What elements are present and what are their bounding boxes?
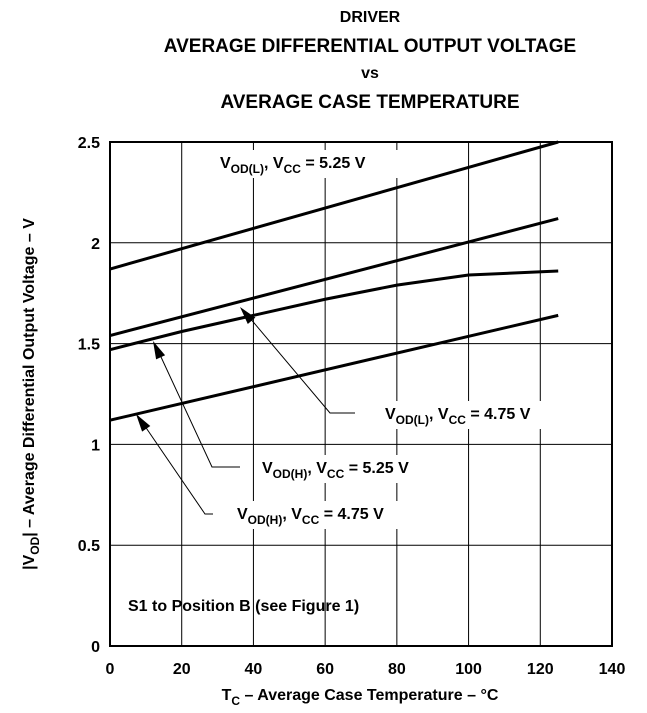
label-part: = 4.75 V [466,406,531,423]
x-tick-label: 40 [245,661,263,678]
x-tick-label: 60 [316,661,334,678]
label-part: CC [302,513,320,527]
label-part: , V [307,460,327,477]
label-part: C [231,694,240,708]
x-tick-label: 0 [106,661,115,678]
annotation: S1 to Position B (see Figure 1) [128,598,359,615]
label-part: OD(L) [396,413,429,427]
label-part: V [237,506,248,523]
arrowhead [153,341,166,360]
series-label: VOD(L), VCC = 4.75 V [385,406,531,427]
y-tick-label: 2.5 [78,135,100,152]
label-part: = 5.25 V [301,155,366,172]
label-part: CC [449,413,467,427]
x-tick-label: 120 [527,661,554,678]
label-background [381,401,575,429]
title-line: DRIVER [340,9,401,26]
title: DRIVER AVERAGE DIFFERENTIAL OUTPUT VOLTA… [164,9,576,113]
label-part: , V [282,506,302,523]
lines [109,140,559,422]
series-line [109,140,559,271]
x-tick-label: 140 [599,661,626,678]
plot-frame [109,141,613,647]
label-part: V [385,406,396,423]
label-part: , V [264,155,284,172]
label-part: CC [284,162,302,176]
title-line: AVERAGE DIFFERENTIAL OUTPUT VOLTAGE [164,36,576,57]
label-part: OD(H) [248,513,283,527]
title-line: AVERAGE CASE TEMPERATURE [220,92,519,113]
label-part: OD(L) [231,162,264,176]
label-part: OD(H) [273,467,308,481]
x-tick-label: 20 [173,661,191,678]
label-part: , V [429,406,449,423]
grid [109,141,613,647]
y-tick-label: 1.5 [78,337,100,354]
label-part: |V [21,554,38,569]
label-part: – Average Case Temperature – °C [240,687,499,704]
title-line: vs [361,65,379,82]
x-tick-label: 80 [388,661,406,678]
y-tick-label: 2 [91,236,100,253]
leader-line [137,415,213,515]
series-line [109,313,559,422]
y-tick-label: 0 [91,639,100,656]
label-background [216,150,412,178]
y-tick-label: 0.5 [78,538,100,555]
arrowhead [136,414,151,432]
label-part: OD [28,536,42,554]
series-label: VOD(H), VCC = 4.75 V [237,506,384,527]
arrowhead [240,307,256,324]
x-tick-label: 100 [455,661,482,678]
label-background [258,455,448,483]
series-line [109,269,559,352]
label-part: T [222,687,232,704]
label-part: = 4.75 V [319,506,384,523]
leaders [137,310,355,515]
x-axis-label: TC – Average Case Temperature – °C [222,687,499,708]
y-axis-label: |VOD| – Average Differential Output Volt… [21,218,42,570]
series-label: VOD(H), VCC = 5.25 V [262,460,409,481]
label-part: = 5.25 V [344,460,409,477]
label-part: V [262,460,273,477]
leader-line [154,343,240,468]
label-part: | – Average Differential Output Voltage … [21,218,38,537]
label-part: CC [327,467,345,481]
leader-line [243,310,355,414]
series-line [109,217,559,337]
label-background [233,501,423,529]
series-label: VOD(L), VCC = 5.25 V [220,155,366,176]
label-part: V [220,155,231,172]
y-tick-label: 1 [91,437,100,454]
